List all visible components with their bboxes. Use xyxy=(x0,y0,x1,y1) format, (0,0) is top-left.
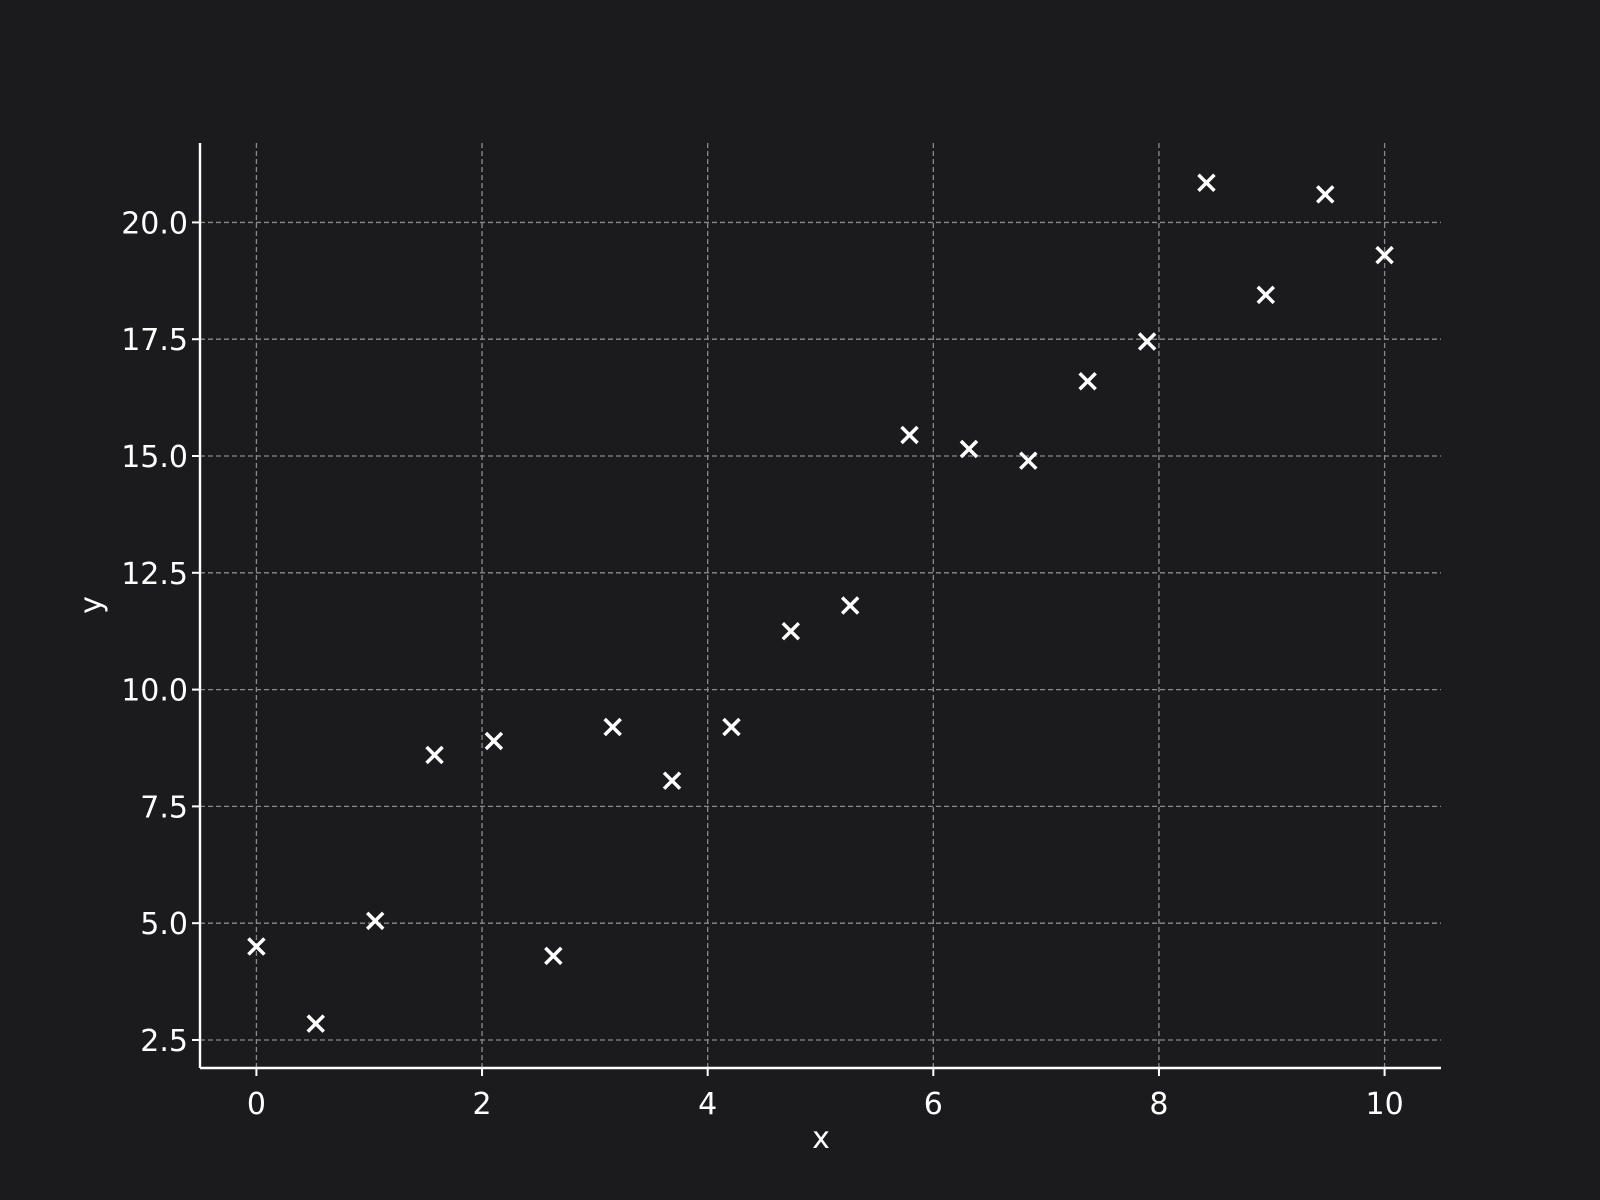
x-tick-label: 0 xyxy=(247,1087,266,1122)
axes xyxy=(198,143,1441,1070)
data-point xyxy=(959,439,979,459)
data-point xyxy=(425,745,444,765)
x-tick-label: 2 xyxy=(472,1087,491,1122)
y-tick-label: 15.0 xyxy=(121,440,188,475)
y-tick-label: 20.0 xyxy=(121,206,188,241)
y-tick-label: 12.5 xyxy=(121,557,188,592)
data-point xyxy=(1375,245,1394,265)
data-point xyxy=(1316,185,1335,204)
data-point xyxy=(1019,451,1038,470)
data-point xyxy=(662,771,682,790)
x-axis-label: x xyxy=(812,1121,830,1156)
data-point xyxy=(306,1014,325,1033)
data-point xyxy=(900,425,919,445)
data-point xyxy=(247,937,266,956)
y-tick-label: 7.5 xyxy=(140,790,188,825)
data-point xyxy=(722,717,741,737)
x-tick-label: 8 xyxy=(1149,1087,1168,1122)
y-tick-label: 10.0 xyxy=(121,674,188,709)
y-tick-label: 17.5 xyxy=(121,323,188,358)
data-point xyxy=(1137,332,1157,351)
x-tick-label: 10 xyxy=(1365,1087,1403,1122)
data-point xyxy=(484,731,504,751)
y-tick-label: 2.5 xyxy=(140,1024,188,1059)
data-point xyxy=(365,911,385,931)
data-points xyxy=(247,173,1394,1033)
data-point xyxy=(544,946,563,966)
data-point xyxy=(840,596,860,615)
grid xyxy=(200,143,1441,1068)
x-tick-label: 6 xyxy=(924,1087,943,1122)
data-point xyxy=(1256,285,1276,305)
data-point xyxy=(1078,372,1097,391)
data-point xyxy=(1197,173,1216,192)
x-tick-label: 4 xyxy=(698,1087,717,1122)
ticks: 0 2 4 6 8 10 2.5 5.0 7.5 10.0 12.5 15.0 17.5 20.0 xyxy=(121,206,1403,1122)
y-tick-label: 5.0 xyxy=(140,907,188,942)
data-point xyxy=(781,621,801,641)
y-axis-label: y xyxy=(74,596,109,614)
data-point xyxy=(603,717,622,737)
